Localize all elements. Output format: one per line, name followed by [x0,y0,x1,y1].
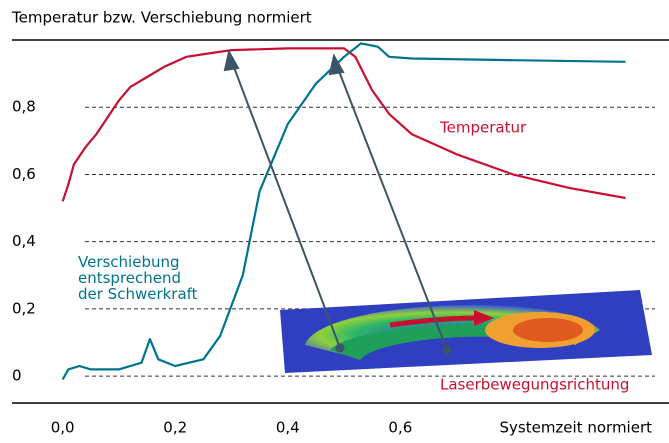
y-tick-label: 0,8 [12,98,36,116]
chart-title: Temperatur bzw. Verschiebung normiert [11,9,312,27]
x-tick-label: 0,4 [276,419,300,437]
arrows [223,49,452,355]
y-tick-label: 0,2 [12,299,36,317]
x-tick-label: 0,2 [163,419,187,437]
x-axis-title: Systemzeit normiert [500,419,653,437]
y-tick-label: 0 [12,367,22,385]
x-tick-label: 0,6 [388,419,412,437]
x-tick-label: 0,0 [51,419,75,437]
series-line [61,42,626,381]
series-label: Verschiebung entsprechend der Schwerkraft [78,253,198,303]
heatmap-image [280,290,652,373]
annotation: Laserbewegungsrichtung [440,376,629,394]
y-tick-label: 0,4 [12,232,36,250]
y-tick-label: 0,6 [12,165,36,183]
series-label: Temperatur [439,119,527,137]
series-line [61,47,626,202]
